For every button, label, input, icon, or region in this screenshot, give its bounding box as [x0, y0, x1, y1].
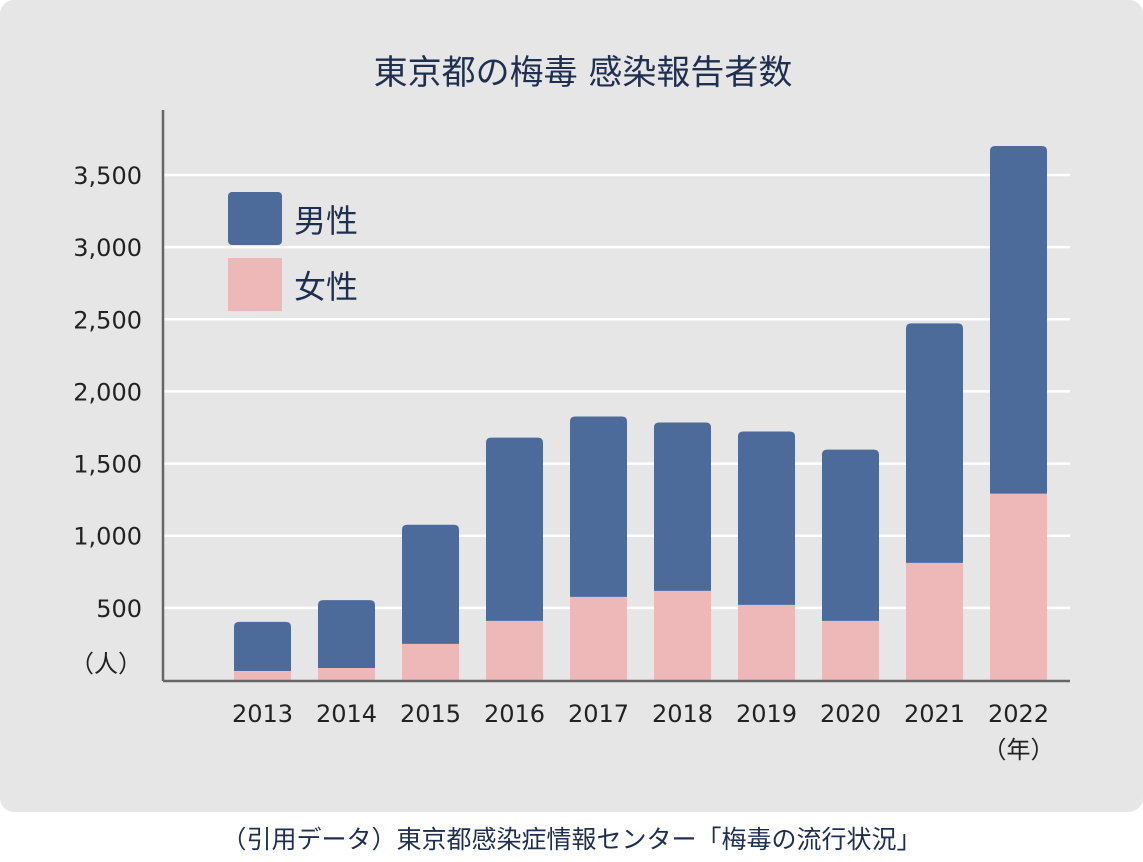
x-tick-label: 2017 — [568, 700, 629, 728]
x-tick-label: 2021 — [904, 700, 965, 728]
y-tick-label: 3,500 — [73, 162, 142, 190]
y-axis-unit: （人） — [70, 650, 142, 678]
source-note: （引用データ）東京都感染症情報センター「梅毒の流行状況」 — [221, 825, 922, 854]
y-tick-label: 2,500 — [73, 306, 142, 334]
x-tick-label: 2018 — [652, 700, 713, 728]
x-tick-label: 2014 — [316, 700, 377, 728]
chart-title: 東京都の梅毒 感染報告者数 — [374, 53, 793, 93]
y-tick-label: 1,000 — [73, 523, 142, 551]
y-tick-label: 2,000 — [73, 378, 142, 406]
x-tick-label: 2019 — [736, 700, 797, 728]
bar-segment-female — [654, 590, 711, 680]
bar-segment-male — [822, 449, 879, 621]
bar-segment-male — [486, 437, 543, 621]
stacked-bar-chart: 東京都の梅毒 感染報告者数 500 1,000 1,500 2,000 2,500 3,00… — [70, 53, 1070, 764]
bar-segment-male — [234, 621, 291, 672]
bar-segment-male — [738, 431, 795, 605]
x-tick-label: 2020 — [820, 700, 881, 728]
bar-segment-female — [990, 493, 1047, 680]
x-tick-label: 2016 — [484, 700, 545, 728]
bar-segment-female — [234, 671, 291, 680]
bar-segment-male — [570, 416, 627, 597]
legend-label-male: 男性 — [294, 202, 358, 240]
bar-segment-female — [402, 643, 459, 680]
bar-segment-female — [738, 604, 795, 680]
x-tick-label: 2022 — [988, 700, 1049, 728]
legend-swatch-male — [228, 192, 282, 245]
x-tick-label: 2013 — [232, 700, 293, 728]
bar-segment-female — [486, 620, 543, 680]
bar-segment-male — [990, 145, 1047, 494]
x-axis-unit: （年） — [983, 736, 1055, 764]
legend-swatch-female — [228, 258, 282, 311]
bar-segment-female — [822, 620, 879, 680]
y-tick-label: 1,500 — [73, 451, 142, 479]
bar-segment-male — [906, 323, 963, 563]
bar-segment-male — [318, 600, 375, 669]
bar-segment-female — [318, 668, 375, 680]
legend-label-female: 女性 — [294, 268, 358, 306]
bar-segment-male — [402, 524, 459, 644]
bar-segment-male — [654, 422, 711, 591]
x-tick-label: 2015 — [400, 700, 461, 728]
y-tick-label: 3,000 — [73, 234, 142, 262]
bar-segment-female — [906, 562, 963, 680]
bar-segment-female — [570, 596, 627, 680]
y-tick-label: 500 — [96, 595, 142, 623]
